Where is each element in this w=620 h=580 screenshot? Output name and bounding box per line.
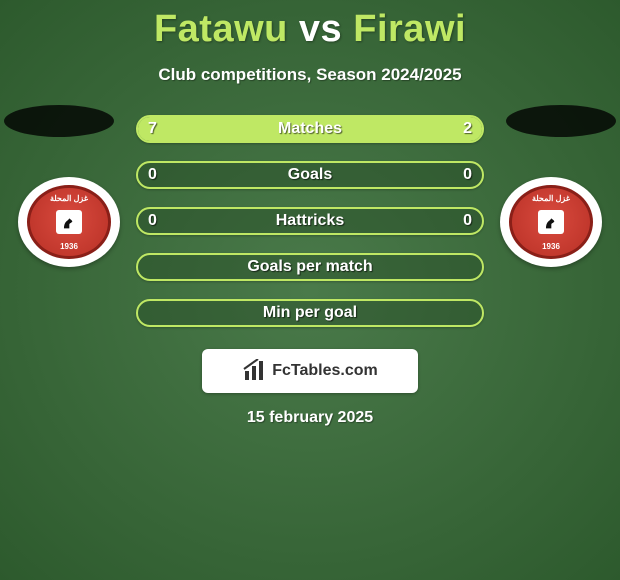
attribution-text: FcTables.com — [272, 362, 378, 380]
stat-row: 0 0Goals — [136, 161, 484, 189]
stat-value-right: 2 — [463, 120, 472, 138]
stat-row: Min per goal — [136, 299, 484, 327]
badge-year: 1936 — [60, 242, 78, 251]
attribution-chip: FcTables.com — [202, 349, 418, 393]
snapshot-date: 15 february 2025 — [0, 409, 620, 427]
stat-label: Hattricks — [138, 212, 482, 230]
stat-label: Min per goal — [138, 304, 482, 322]
stat-value-right: 0 — [463, 166, 472, 184]
stats-list: 72Matches00Goals00HattricksGoals per mat… — [136, 115, 484, 327]
competition-subtitle: Club competitions, Season 2024/2025 — [0, 65, 620, 85]
stat-label: Goals — [138, 166, 482, 184]
badge-shadow-left — [4, 105, 114, 137]
stat-value-left: 0 — [148, 166, 157, 184]
stat-fill-left — [138, 117, 393, 141]
stat-value-right: 0 — [463, 212, 472, 230]
stat-row: 72Matches — [136, 115, 484, 143]
badge-center-emblem — [538, 210, 564, 233]
stat-value-left: 7 — [148, 120, 157, 138]
club-badge-left: غزل المحلة 1936 — [18, 177, 120, 267]
stat-row: 0 0Hattricks — [136, 207, 484, 235]
club-badge-right: غزل المحلة 1936 — [500, 177, 602, 267]
badge-arabic-script: غزل المحلة — [532, 194, 570, 203]
player-b-name: Firawi — [353, 8, 466, 50]
comparison-panel: غزل المحلة 1936 غزل المحلة 1936 — [0, 115, 620, 327]
stat-row: Goals per match — [136, 253, 484, 281]
player-a-name: Fatawu — [154, 8, 288, 50]
bar-chart-icon — [242, 359, 266, 383]
badge-arabic-script: غزل المحلة — [50, 194, 88, 203]
badge-outer-ring: غزل المحلة 1936 — [18, 177, 120, 267]
badge-shadow-right — [506, 105, 616, 137]
stat-value-left: 0 — [148, 212, 157, 230]
badge-inner-disc: غزل المحلة 1936 — [27, 185, 111, 259]
badge-center-emblem — [56, 210, 82, 233]
vs-separator: vs — [299, 8, 342, 50]
stat-label: Goals per match — [138, 258, 482, 276]
badge-inner-disc: غزل المحلة 1936 — [509, 185, 593, 259]
horse-icon — [540, 213, 561, 231]
horse-icon — [58, 213, 79, 231]
comparison-title: Fatawu vs Firawi — [0, 0, 620, 51]
badge-outer-ring: غزل المحلة 1936 — [500, 177, 602, 267]
badge-year: 1936 — [542, 242, 560, 251]
